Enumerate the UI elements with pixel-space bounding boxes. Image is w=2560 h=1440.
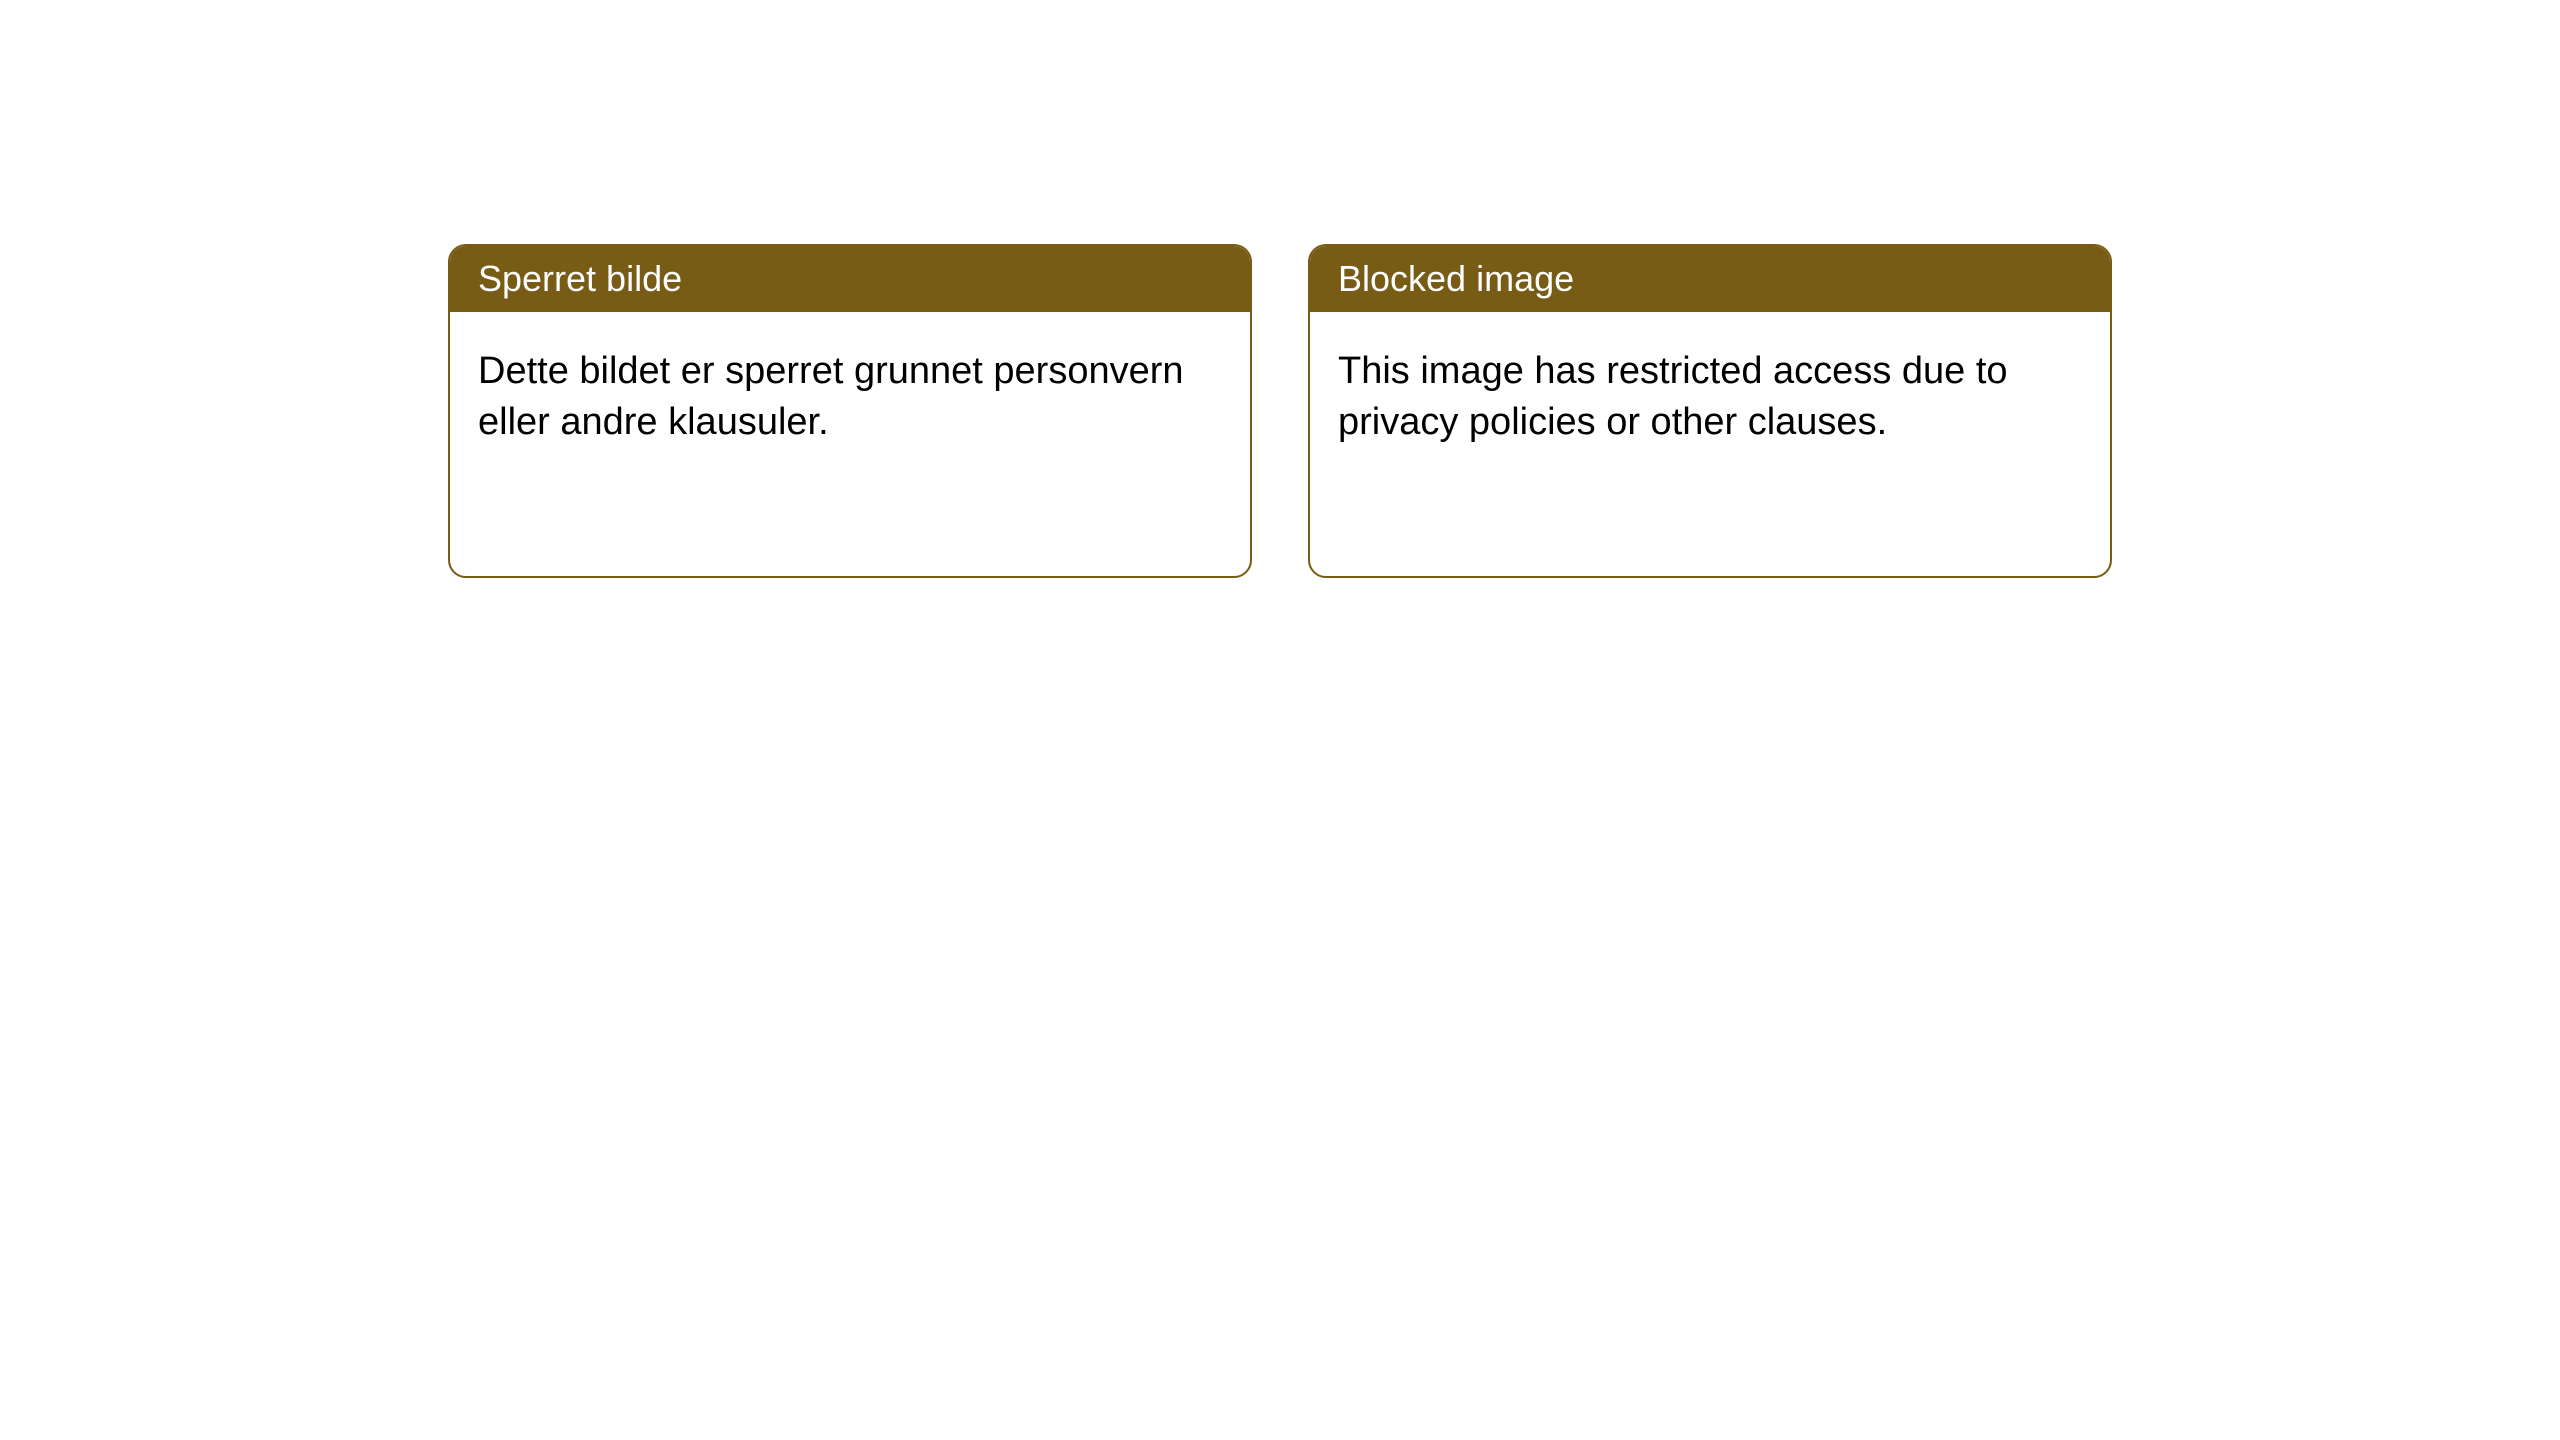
- card-header-no: Sperret bilde: [450, 246, 1250, 312]
- cards-container: Sperret bilde Dette bildet er sperret gr…: [0, 0, 2560, 578]
- card-body-en: This image has restricted access due to …: [1310, 312, 2110, 483]
- blocked-image-card-no: Sperret bilde Dette bildet er sperret gr…: [448, 244, 1252, 578]
- blocked-image-card-en: Blocked image This image has restricted …: [1308, 244, 2112, 578]
- card-header-en: Blocked image: [1310, 246, 2110, 312]
- card-body-no: Dette bildet er sperret grunnet personve…: [450, 312, 1250, 483]
